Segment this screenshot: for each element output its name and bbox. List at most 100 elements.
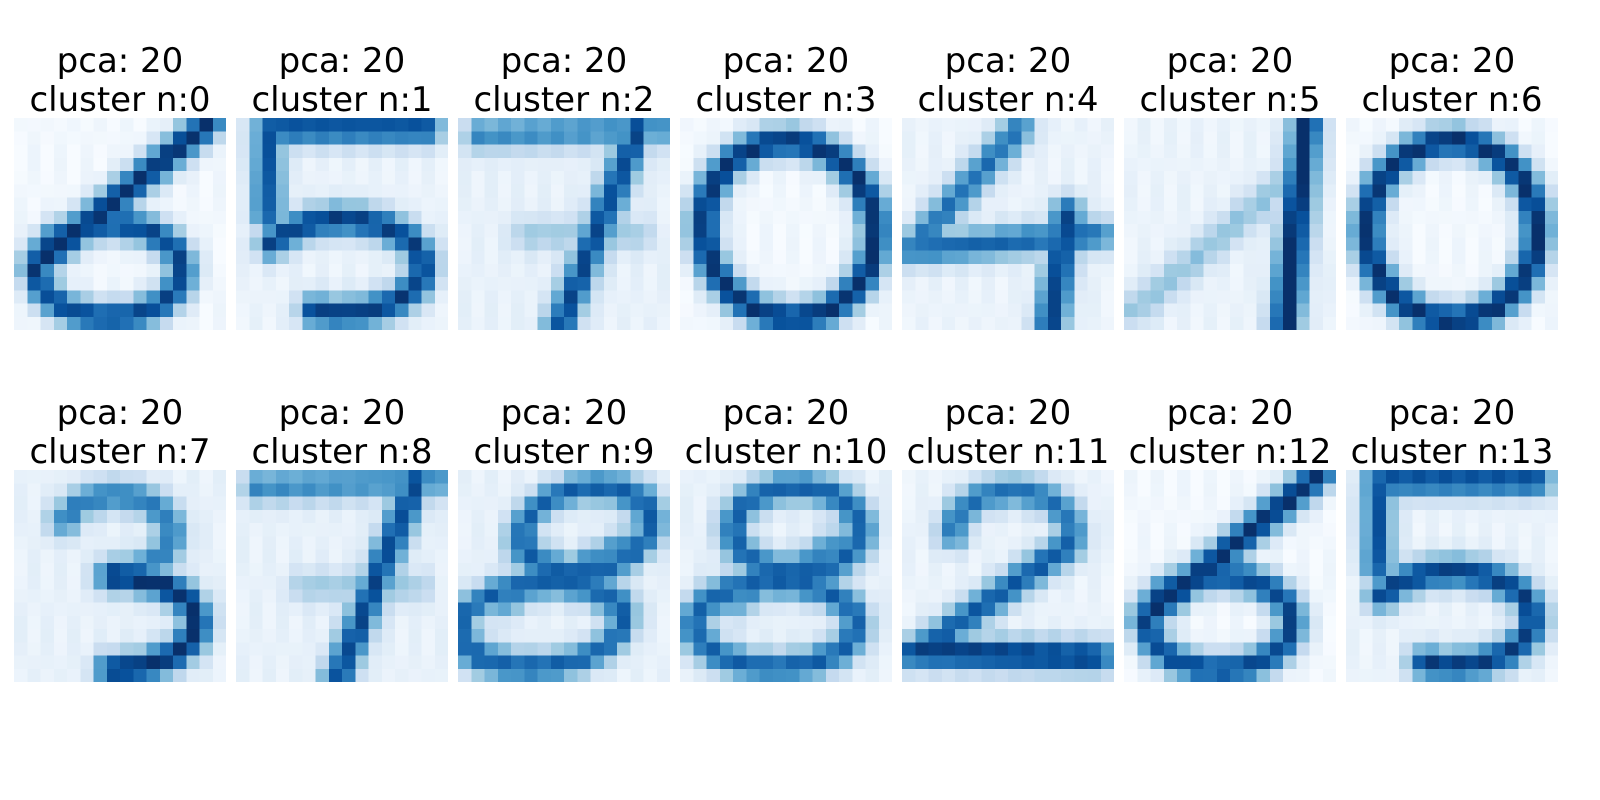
heatmap-cell [799, 470, 813, 484]
heatmap-cell [630, 303, 644, 318]
heatmap-cell [199, 224, 214, 238]
heatmap-cell [146, 263, 161, 278]
heatmap-cell [1137, 615, 1151, 630]
cluster-center-heatmap [1124, 470, 1336, 682]
heatmap-cell [434, 549, 448, 564]
heatmap-cell [511, 237, 525, 251]
heatmap-cell [1544, 184, 1558, 198]
heatmap-cell [408, 210, 422, 225]
heatmap-cell [458, 642, 472, 656]
heatmap-cell [1491, 668, 1506, 682]
heatmap-cell [759, 589, 774, 603]
heatmap-cell [381, 655, 396, 670]
heatmap-cell [146, 144, 161, 159]
heatmap-cell [1505, 509, 1519, 524]
heatmap-cell [511, 668, 525, 682]
heatmap-cell [1047, 536, 1062, 550]
heatmap-cell [524, 250, 538, 265]
heatmap-cell [1544, 615, 1558, 630]
heatmap-cell [408, 615, 422, 630]
heatmap-cell [1203, 237, 1218, 251]
heatmap-cell [1100, 210, 1114, 225]
heatmap-cell [955, 523, 969, 537]
heatmap-cell [1243, 290, 1257, 304]
heatmap-cell [1021, 118, 1035, 132]
heatmap-cell [812, 197, 827, 212]
heatmap-cell [852, 470, 866, 484]
heatmap-cell [1190, 483, 1204, 497]
heatmap-cell [14, 210, 28, 225]
heatmap-cell [289, 210, 303, 225]
heatmap-cell [915, 131, 929, 145]
heatmap-cell [955, 470, 969, 484]
heatmap-cell [289, 536, 303, 550]
heatmap-cell [564, 549, 578, 564]
heatmap-cell [511, 303, 525, 318]
heatmap-cell [1372, 118, 1387, 132]
heatmap-cell [902, 549, 916, 564]
heatmap-cell [981, 483, 996, 497]
heatmap-cell [93, 131, 108, 145]
heatmap-cell [1269, 171, 1284, 185]
heatmap-cell [643, 629, 658, 643]
heatmap-cell [812, 496, 827, 511]
heatmap-cell [106, 655, 121, 670]
heatmap-cell [342, 144, 356, 159]
heatmap-cell [1150, 483, 1165, 497]
heatmap-cell [212, 316, 226, 330]
heatmap-cell [1087, 157, 1102, 172]
heatmap-cell [799, 263, 813, 278]
heatmap-cell [1256, 655, 1271, 670]
heatmap-cell [106, 131, 121, 145]
heatmap-cell [706, 642, 721, 656]
heatmap-cell [421, 549, 436, 564]
heatmap-cell [1359, 523, 1373, 537]
heatmap-cell [1087, 483, 1102, 497]
heatmap-cell [1322, 536, 1336, 550]
heatmap-cell [746, 589, 760, 603]
heatmap-cell [1425, 263, 1440, 278]
heatmap-cell [1177, 509, 1191, 524]
heatmap-cell [315, 536, 330, 550]
heatmap-cell [865, 118, 880, 132]
heatmap-cell [408, 184, 422, 198]
heatmap-cell [550, 549, 565, 564]
heatmap-cell [928, 615, 943, 630]
heatmap-cell [902, 509, 916, 524]
heatmap-cell [368, 509, 383, 524]
heatmap-cell [471, 316, 485, 330]
heatmap-cell [1034, 210, 1049, 225]
heatmap-cell [1216, 470, 1231, 484]
heatmap-cell [1531, 224, 1546, 238]
heatmap-cell [1296, 131, 1310, 145]
heatmap-cell [1452, 470, 1466, 484]
heatmap-cell [878, 483, 892, 497]
heatmap-cell [236, 549, 250, 564]
heatmap-cell [1452, 144, 1466, 159]
heatmap-cell [603, 263, 618, 278]
heatmap-cell [1425, 184, 1440, 198]
heatmap-cell [484, 171, 499, 185]
heatmap-cell [1243, 549, 1257, 564]
heatmap-cell [590, 615, 605, 630]
heatmap-cell [550, 523, 565, 537]
heatmap-cell [590, 224, 605, 238]
heatmap-cell [1531, 496, 1546, 511]
heatmap-cell [497, 277, 512, 291]
heatmap-cell [1047, 224, 1062, 238]
heatmap-cell [719, 576, 734, 590]
heatmap-cell [484, 642, 499, 656]
heatmap-cell [550, 509, 565, 524]
heatmap-cell [643, 523, 658, 537]
heatmap-cell [355, 496, 369, 511]
heatmap-cell [1283, 290, 1297, 304]
heatmap-cell [458, 277, 472, 291]
heatmap-cell [1296, 263, 1310, 278]
heatmap-cell [1150, 277, 1165, 291]
heatmap-cell [236, 250, 250, 265]
panel-title-cluster: cluster n:12 [1128, 432, 1332, 472]
heatmap-cell [537, 629, 552, 643]
heatmap-cell [955, 157, 969, 172]
heatmap-cell [1021, 157, 1035, 172]
heatmap-cell [1124, 483, 1138, 497]
